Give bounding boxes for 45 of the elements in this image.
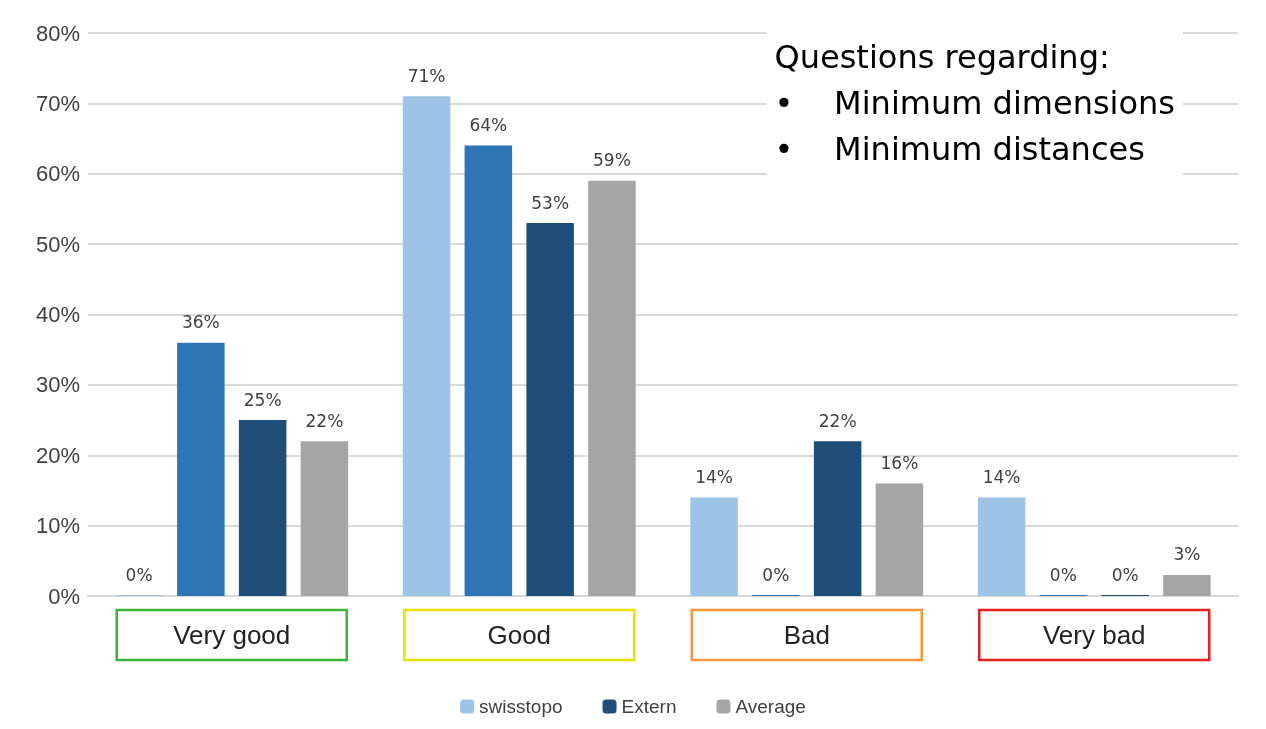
data-label: 0% <box>1049 564 1077 585</box>
annotation: Questions regarding: • Minimum dimensions • Minimum distances <box>774 38 1175 168</box>
legend-label: Extern <box>621 696 677 717</box>
data-label: 0% <box>1111 564 1139 585</box>
bar <box>1163 574 1211 596</box>
bar <box>238 420 287 596</box>
bar <box>177 342 225 596</box>
data-label: 53% <box>531 192 570 213</box>
x-tick-label: Good <box>487 620 552 650</box>
bar <box>300 441 349 596</box>
bar <box>813 441 862 596</box>
y-tick-label: 20% <box>35 442 80 468</box>
bar <box>402 96 451 596</box>
data-label: 3% <box>1173 544 1201 565</box>
data-label: 71% <box>407 65 446 86</box>
data-label: 0% <box>125 564 153 585</box>
bar <box>464 145 513 596</box>
data-label: 64% <box>469 115 508 136</box>
legend-label: Average <box>735 696 806 717</box>
y-tick-label: 30% <box>35 372 80 398</box>
data-label: 25% <box>243 389 282 410</box>
y-tick-label: 80% <box>35 20 80 46</box>
y-tick-label: 60% <box>35 161 80 187</box>
x-tick-label: Bad <box>783 620 830 650</box>
y-tick-label: 10% <box>35 513 80 539</box>
y-tick-label: 0% <box>48 583 80 609</box>
data-label: 0% <box>762 564 790 585</box>
y-tick-label: 50% <box>35 231 80 257</box>
data-label: 22% <box>818 410 857 431</box>
bar <box>690 497 738 596</box>
y-tick-label: 70% <box>35 90 80 116</box>
data-label: 16% <box>880 452 919 473</box>
x-tick-label: Very bad <box>1042 620 1146 650</box>
data-label: 14% <box>982 466 1021 487</box>
bar <box>588 180 636 596</box>
data-label: 36% <box>181 312 220 333</box>
x-tick-label: Very good <box>173 620 291 650</box>
data-label: 59% <box>593 150 631 171</box>
bar <box>875 483 924 596</box>
data-label: 14% <box>695 466 733 487</box>
bar <box>526 223 574 596</box>
data-label: 22% <box>305 410 344 431</box>
y-tick-label: 40% <box>35 302 80 327</box>
bar <box>977 497 1026 596</box>
legend-label: swisstopo <box>479 696 563 717</box>
